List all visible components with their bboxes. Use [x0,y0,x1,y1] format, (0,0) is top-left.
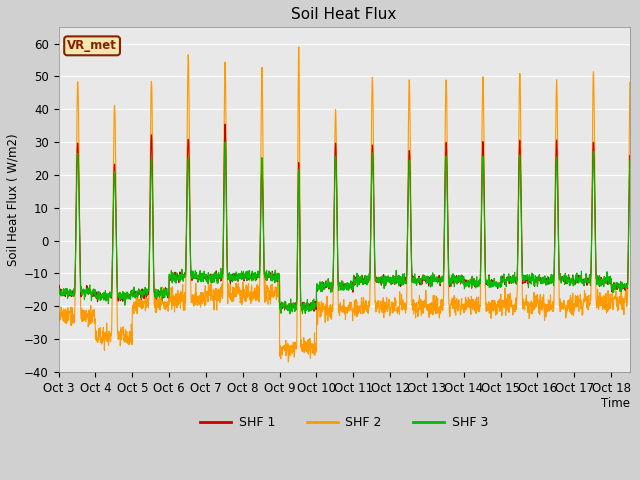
Legend: SHF 1, SHF 2, SHF 3: SHF 1, SHF 2, SHF 3 [195,411,493,434]
X-axis label: Time: Time [600,397,630,410]
Text: VR_met: VR_met [67,39,117,52]
Y-axis label: Soil Heat Flux ( W/m2): Soil Heat Flux ( W/m2) [7,133,20,266]
Title: Soil Heat Flux: Soil Heat Flux [291,7,397,22]
